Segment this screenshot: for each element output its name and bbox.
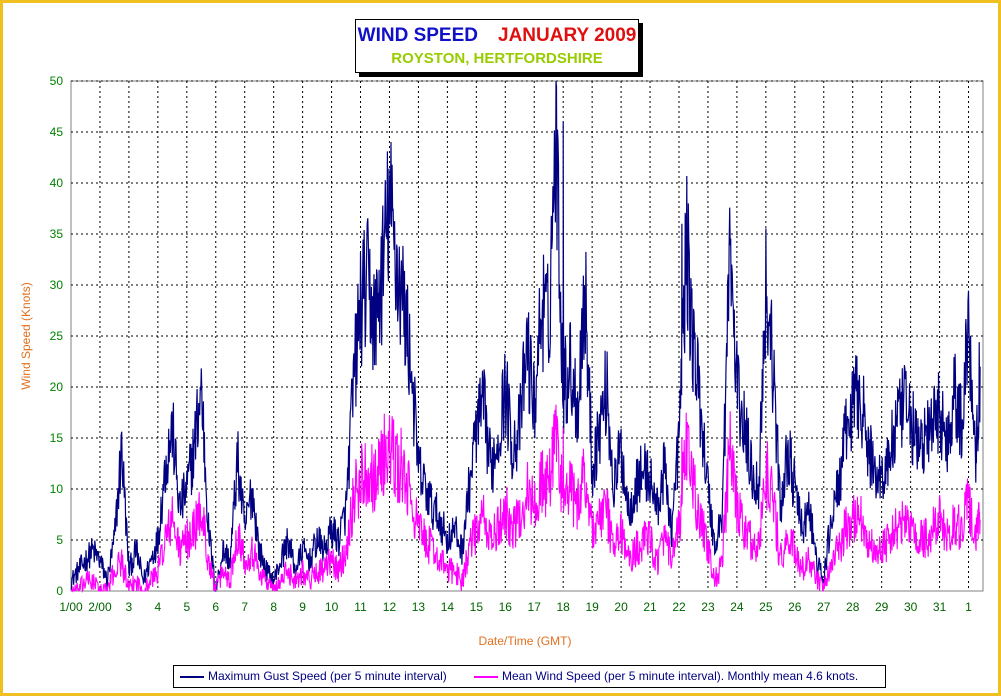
x-tick-label: 23 [701,600,715,614]
chart-title: WIND SPEED [357,25,478,46]
x-tick-label: 20 [614,600,628,614]
y-tick-label: 20 [50,380,64,394]
x-tick-label: 27 [817,600,831,614]
y-tick-label: 40 [50,176,64,190]
x-tick-label: 16 [499,600,513,614]
gridlines [71,80,983,591]
chart-subtitle: ROYSTON, HERTFORDSHIRE [391,50,603,67]
y-tick-label: 45 [50,125,64,139]
y-axis-title: Wind Speed (Knots) [19,282,33,389]
legend-label-mean: Mean Wind Speed (per 5 minute interval).… [502,669,859,683]
x-tick-label: 10 [325,600,339,614]
legend-swatch-gust [180,675,204,678]
x-tick-label: 11 [354,600,367,614]
y-tick-label: 0 [56,584,63,598]
y-tick-label: 50 [50,74,64,88]
legend-item-mean: Mean Wind Speed (per 5 minute interval).… [474,669,858,683]
x-tick-label: 26 [788,600,802,614]
x-tick-label: 17 [528,600,542,614]
y-tick-label: 5 [56,533,63,547]
x-tick-label: 14 [441,600,455,614]
chart-title-box: WIND SPEED JANUARY 2009 ROYSTON, HERTFORD… [355,19,639,73]
x-tick-label: 13 [412,600,426,614]
x-tick-label: 28 [846,600,860,614]
x-tick-label: 15 [470,600,484,614]
x-tick-label: 21 [643,600,657,614]
y-tick-label: 10 [50,482,64,496]
x-tick-label: 19 [585,600,599,614]
legend-item-gust: Maximum Gust Speed (per 5 minute interva… [180,669,447,683]
x-tick-label: 2/00 [88,600,112,614]
x-tick-label: 25 [759,600,773,614]
gust-speed-line [70,80,981,592]
x-tick-label: 29 [875,600,889,614]
x-tick-label: 1 [965,600,972,614]
x-tick-label: 12 [383,600,397,614]
y-tick-label: 15 [50,431,64,445]
legend: Maximum Gust Speed (per 5 minute interva… [173,665,886,688]
x-tick-label: 18 [557,600,571,614]
series-layer [70,80,981,593]
x-tick-label: 9 [299,600,306,614]
y-tick-label: 25 [50,329,64,343]
x-tick-label: 7 [241,600,248,614]
x-tick-label: 31 [933,600,947,614]
mean-speed-line [71,404,981,593]
x-tick-label: 5 [183,600,190,614]
x-tick-label: 4 [155,600,162,614]
x-tick-label: 30 [904,600,918,614]
x-tick-label: 3 [126,600,133,614]
x-tick-label: 6 [212,600,219,614]
y-tick-label: 35 [50,227,64,241]
x-tick-label: 24 [730,600,744,614]
x-tick-label: 22 [672,600,686,614]
y-tick-label: 30 [50,278,64,292]
legend-swatch-mean [474,675,498,678]
x-tick-label: 1/00 [59,600,83,614]
x-axis-title: Date/Time (GMT) [479,634,572,648]
x-tick-label: 8 [270,600,277,614]
chart-title-month: JANUARY 2009 [498,25,637,46]
legend-label-gust: Maximum Gust Speed (per 5 minute interva… [208,669,447,683]
